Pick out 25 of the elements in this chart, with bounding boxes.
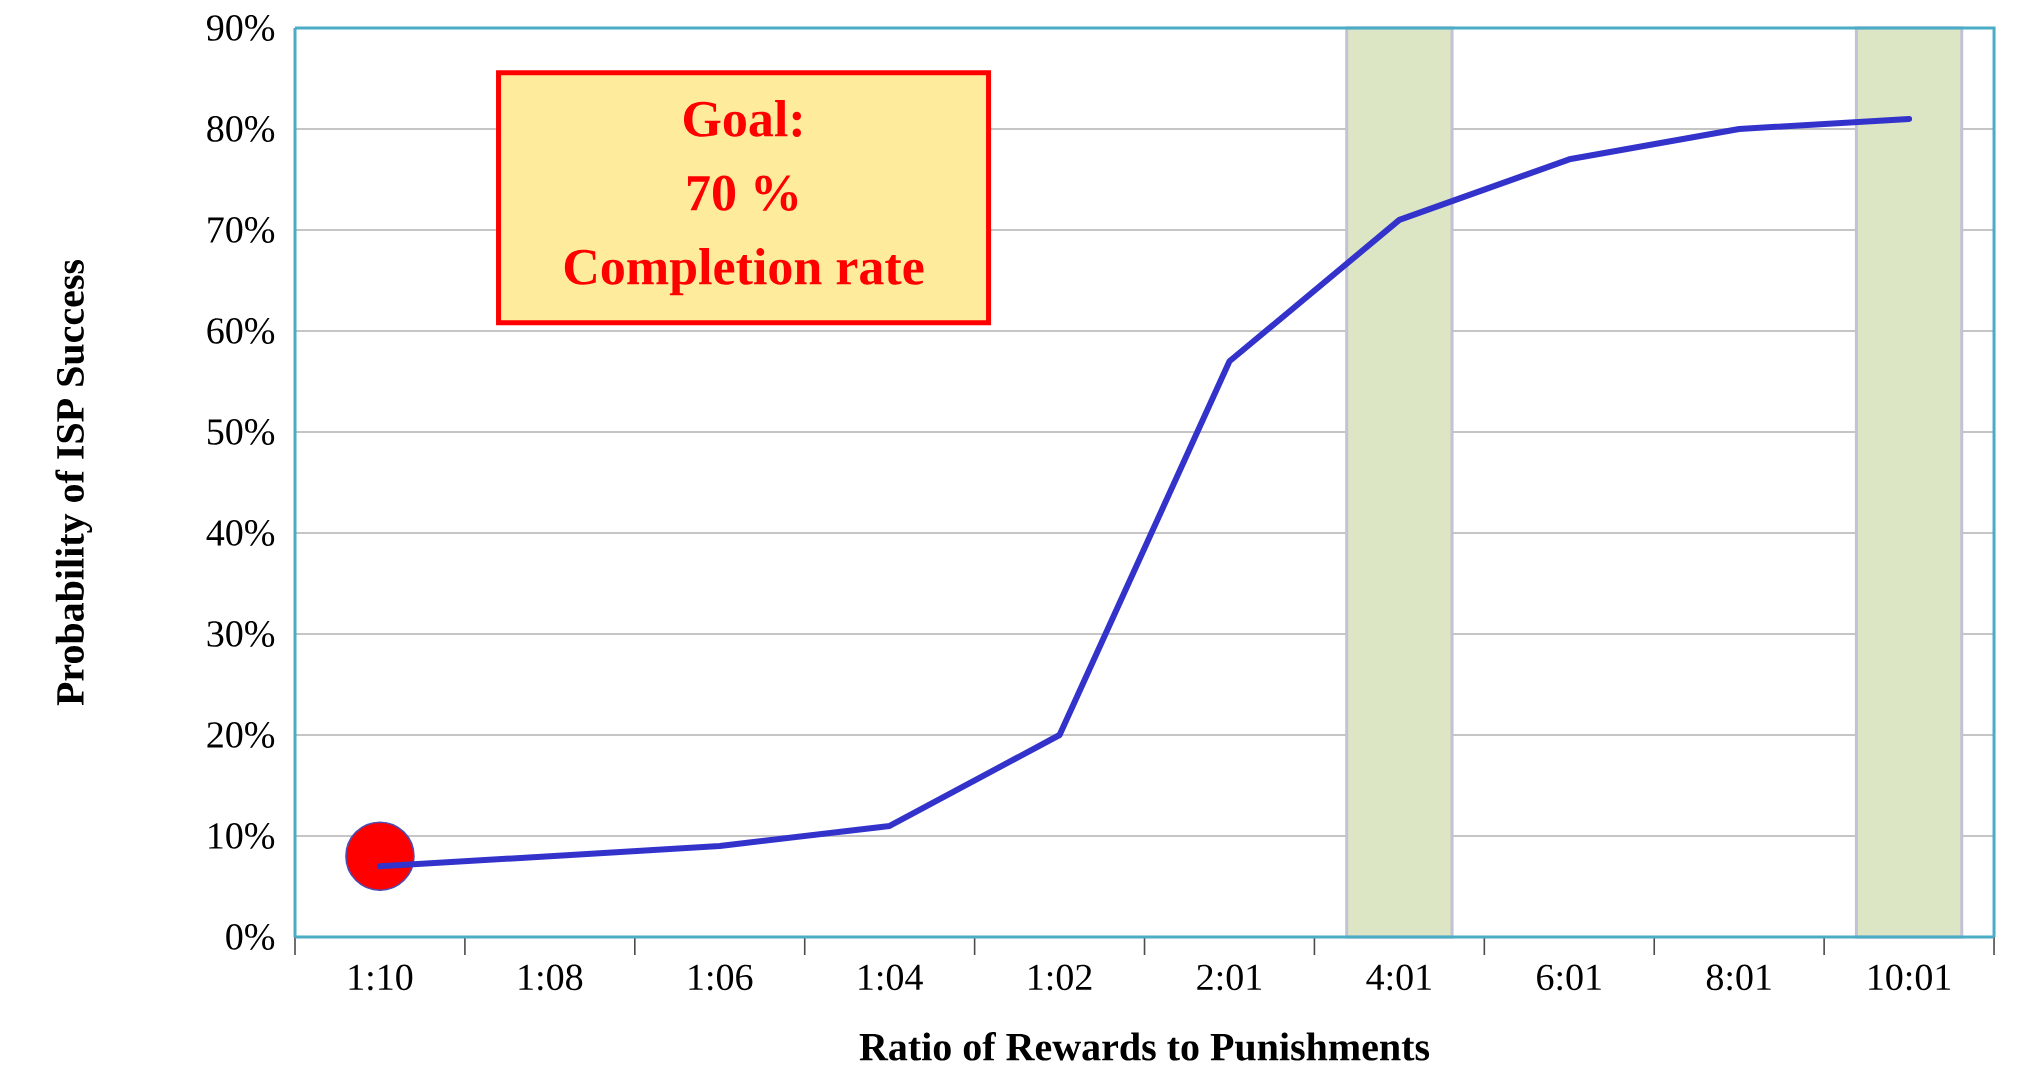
annotation: Completion rate [564, 248, 924, 296]
x-tick-label: 6:01 [1537, 964, 1601, 991]
x-tick-label: 10:01 [1869, 964, 1951, 991]
y-tick-label: 40% [206, 520, 275, 546]
x-tick-label: 1:08 [519, 964, 583, 991]
y-tick-label: 70% [208, 217, 275, 243]
y-tick-label: 50% [208, 419, 275, 445]
annotation: Goal: [683, 100, 802, 137]
y-axis-title: Probability of ISP Success [55, 259, 93, 706]
x-tick-label: 1:06 [689, 964, 753, 991]
y-tick-label: 10% [209, 823, 275, 849]
x-tick-label: 1:02 [1029, 964, 1092, 991]
y-tick-label: 90% [207, 15, 275, 41]
y-tick-label: 20% [207, 722, 275, 748]
x-tick-label: 4:01 [1366, 964, 1431, 991]
y-tick-label: 80% [207, 116, 275, 142]
x-tick-label: 1:10 [349, 964, 413, 991]
x-tick-label: 2:01 [1197, 964, 1261, 991]
x-tick-label: 8:01 [1706, 964, 1771, 991]
y-tick-label: 30% [207, 621, 275, 647]
y-tick-label: 60% [207, 318, 275, 344]
x-axis-title: Ratio of Rewards to Punishments [859, 1032, 1430, 1061]
y-tick-label: 0% [226, 924, 275, 950]
x-tick-label: 1:04 [859, 964, 923, 991]
annotation: 70 % [688, 175, 798, 211]
